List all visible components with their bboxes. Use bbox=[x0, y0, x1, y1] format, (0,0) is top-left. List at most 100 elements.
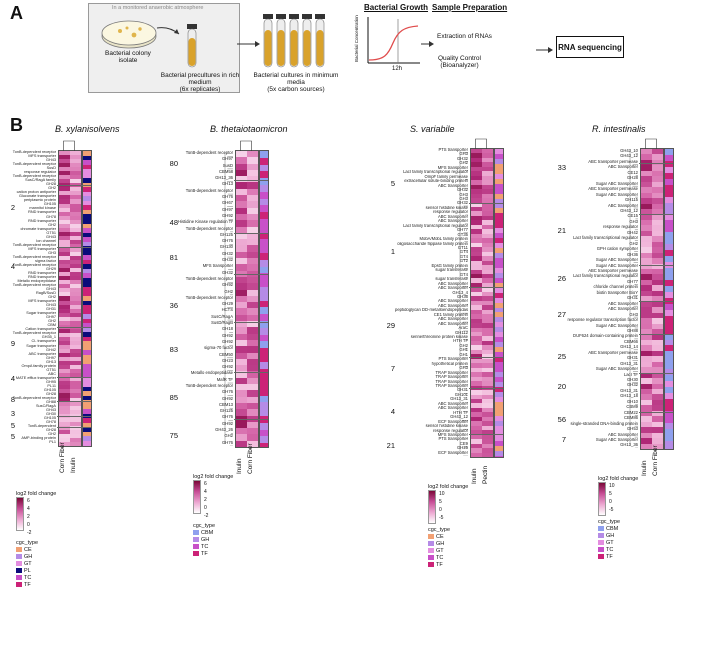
heatmap-cell bbox=[471, 220, 482, 226]
type-cell bbox=[495, 178, 503, 184]
type-cell bbox=[665, 208, 673, 215]
type-cell bbox=[260, 164, 268, 172]
heatmap-cell bbox=[59, 381, 70, 386]
row-label: GH1 bbox=[459, 348, 468, 353]
heatmap-cell bbox=[471, 367, 482, 373]
heatmap-cell bbox=[641, 279, 652, 286]
type-legend-label: GH bbox=[201, 536, 210, 543]
heatmap-cell bbox=[247, 226, 258, 234]
col-dendrogram-1 bbox=[235, 138, 257, 156]
type-cell bbox=[495, 282, 503, 288]
row-label: GH125 bbox=[219, 408, 233, 414]
heatmap-cell bbox=[59, 195, 70, 200]
row-label: GH42 bbox=[45, 347, 56, 352]
type-cell bbox=[83, 418, 91, 423]
heatmap-cell bbox=[236, 258, 247, 265]
row-label: Sugar ABC transporter bbox=[595, 366, 638, 372]
heatmap-cell bbox=[652, 443, 663, 449]
heatmap-cell bbox=[70, 296, 81, 301]
type-cell bbox=[665, 285, 673, 292]
rna-seq-box: RNA sequencing bbox=[556, 36, 624, 58]
type-cell bbox=[495, 456, 503, 457]
heatmap-cell bbox=[70, 292, 81, 297]
petri-dish-icon bbox=[100, 16, 158, 55]
type-legend-item: CBM bbox=[598, 525, 638, 532]
type-cell bbox=[495, 342, 503, 348]
row-label: GH76 bbox=[222, 238, 233, 244]
heatmap-cell bbox=[482, 363, 493, 369]
heatmap-cell bbox=[482, 229, 493, 235]
heatmap-cell bbox=[59, 300, 70, 306]
row-label: GH13_36 bbox=[620, 442, 638, 448]
type-cell bbox=[665, 351, 673, 358]
heatmap-cell bbox=[482, 211, 493, 217]
type-legend-item: TC bbox=[428, 554, 468, 561]
type-cell bbox=[83, 218, 91, 224]
row-label: GH31 bbox=[45, 307, 56, 312]
cluster-number: 5 bbox=[390, 179, 395, 189]
type-cell bbox=[665, 428, 673, 435]
heatmap-cell bbox=[482, 202, 493, 208]
heatmap-cell bbox=[482, 157, 493, 163]
row-label: response regulator bbox=[433, 210, 468, 215]
row-label: CE12 bbox=[627, 169, 638, 175]
row-label: GH29 bbox=[222, 301, 233, 307]
type-cell bbox=[83, 422, 91, 428]
type-legend-item: CBM bbox=[193, 529, 233, 536]
heatmap-cell bbox=[641, 290, 652, 297]
row-label: AraC bbox=[458, 326, 468, 331]
heatmap-cell bbox=[236, 283, 247, 291]
row-label: GH43_10 bbox=[620, 148, 638, 153]
type-cell bbox=[665, 226, 673, 233]
heatmap-cell bbox=[70, 243, 81, 249]
heatmap-cell bbox=[652, 427, 663, 434]
heatmap-cell bbox=[70, 219, 81, 225]
type-cell bbox=[495, 267, 503, 273]
type-cell bbox=[83, 196, 91, 201]
row-label: Metallo endopeptidase bbox=[17, 279, 56, 283]
type-legend-title: cgc_type bbox=[598, 519, 621, 525]
cluster-separator bbox=[57, 247, 91, 249]
heatmap-cell bbox=[70, 175, 81, 180]
type-cell bbox=[495, 406, 503, 412]
heatmap-cell bbox=[59, 389, 70, 394]
type-cell bbox=[495, 287, 503, 293]
row-label: MFS transporter bbox=[28, 154, 56, 159]
fc-gradient bbox=[16, 497, 24, 531]
type-cell bbox=[83, 404, 91, 410]
heatmap-cell bbox=[70, 373, 81, 378]
heatmap-cell bbox=[70, 409, 81, 415]
heatmap-cell bbox=[70, 256, 81, 261]
heatmap-cell bbox=[641, 285, 652, 292]
row-label: GH97 bbox=[45, 355, 56, 360]
type-cell bbox=[665, 244, 673, 251]
heatmap-cell bbox=[236, 308, 247, 316]
growth-x-label: 12h bbox=[392, 66, 403, 72]
heatmap-cell bbox=[59, 260, 70, 265]
heatmap-cell bbox=[59, 405, 70, 411]
heatmap-cell bbox=[482, 215, 493, 221]
cultures-text: Bacterial cultures in minimum media bbox=[253, 72, 339, 86]
heatmap-cell bbox=[471, 238, 482, 244]
row-label: CBM9 bbox=[626, 404, 638, 410]
heatmap-cell bbox=[247, 371, 258, 379]
row-label: GH13_36 bbox=[215, 175, 233, 181]
heatmap-cell bbox=[236, 157, 247, 165]
heatmap-cell bbox=[471, 171, 482, 177]
heatmap-cell bbox=[59, 151, 70, 156]
type-cell bbox=[83, 155, 91, 161]
row-label: GH43 bbox=[45, 158, 56, 163]
row-label: CBM13 bbox=[219, 401, 233, 407]
heatmap-cell bbox=[247, 352, 258, 360]
heatmap-cell bbox=[641, 165, 652, 172]
row-label: GH13_31 bbox=[620, 360, 638, 366]
type-cell bbox=[260, 178, 268, 185]
type-cell bbox=[83, 255, 91, 260]
legend-0: log2 fold change 6 4 2 0 -2 cgc_type CE GH GT PL TC… bbox=[16, 491, 56, 588]
row-label: GH88 bbox=[45, 399, 56, 404]
row-label: PL1 bbox=[49, 440, 56, 445]
type-legend-label: GT bbox=[606, 539, 614, 546]
row-label: GH13 bbox=[45, 359, 56, 364]
row-label: GH97 bbox=[45, 315, 56, 320]
type-cell bbox=[83, 214, 91, 219]
